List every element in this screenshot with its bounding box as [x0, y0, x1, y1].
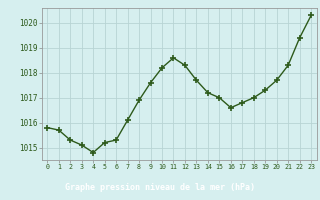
Text: Graphe pression niveau de la mer (hPa): Graphe pression niveau de la mer (hPa)	[65, 183, 255, 192]
